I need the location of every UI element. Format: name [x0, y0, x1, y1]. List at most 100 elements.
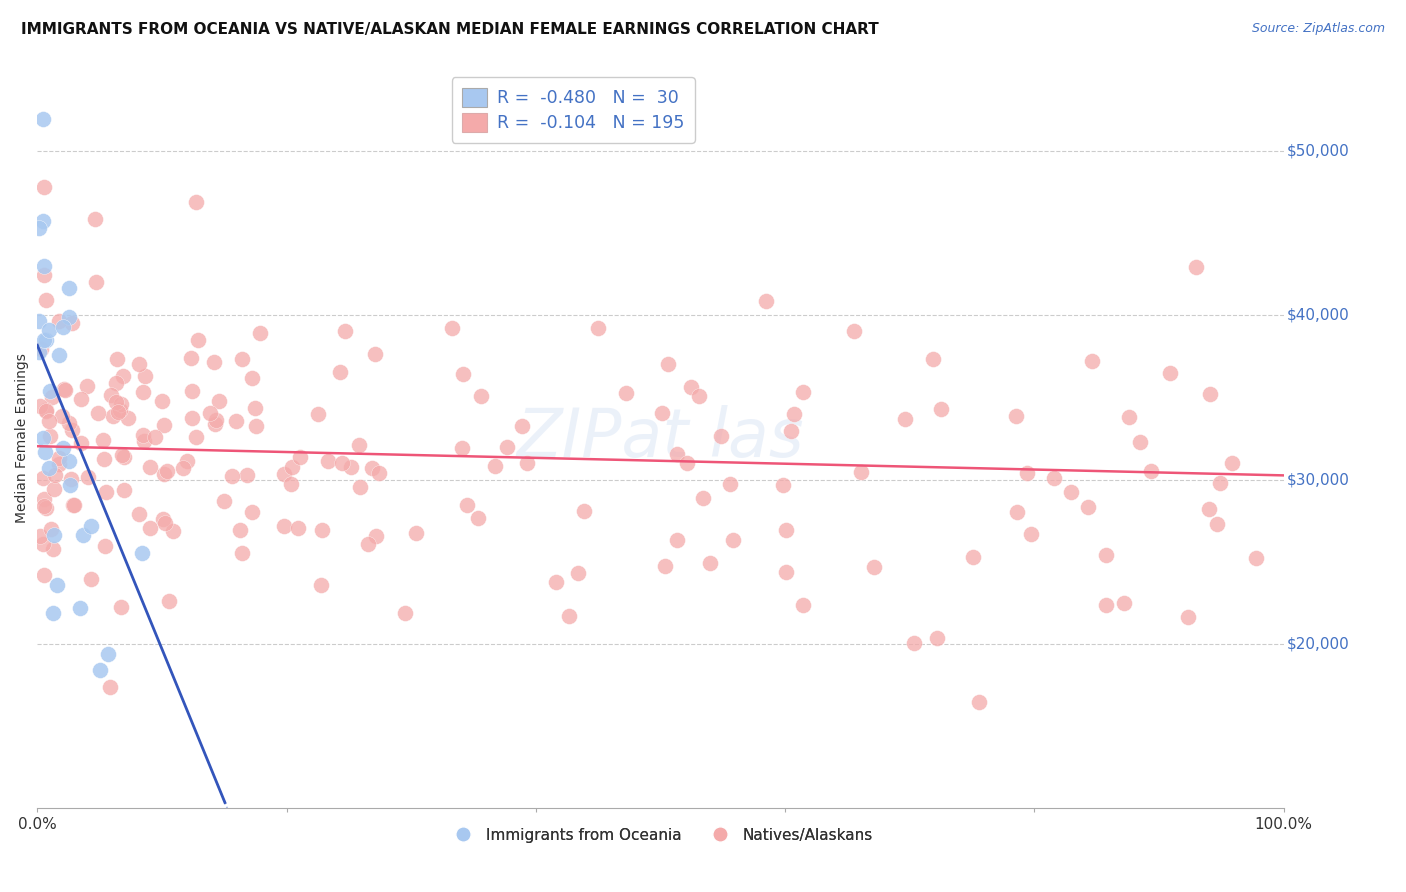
Point — [688, 389, 710, 403]
Point — [58, 310, 80, 324]
Point — [1060, 484, 1083, 499]
Point — [34, 179, 56, 194]
Point — [1114, 596, 1136, 610]
Point — [59, 472, 82, 486]
Point — [721, 533, 744, 548]
Point — [98, 681, 121, 695]
Point — [32, 268, 55, 283]
Point — [333, 324, 356, 338]
Point — [1077, 500, 1099, 514]
Point — [204, 417, 226, 431]
Point — [356, 537, 378, 551]
Point — [35, 403, 58, 417]
Point — [152, 467, 174, 482]
Point — [172, 460, 194, 475]
Point — [110, 397, 132, 411]
Point — [567, 566, 589, 581]
Point — [62, 499, 84, 513]
Point — [208, 394, 231, 409]
Point — [202, 355, 225, 369]
Point — [69, 601, 91, 615]
Point — [184, 430, 207, 444]
Point — [38, 461, 60, 475]
Point — [240, 506, 263, 520]
Point — [58, 281, 80, 295]
Point — [186, 333, 208, 347]
Point — [925, 631, 948, 645]
Point — [307, 407, 329, 421]
Point — [107, 405, 129, 419]
Point — [39, 522, 62, 536]
Point — [58, 417, 80, 431]
Point — [453, 367, 475, 381]
Point — [32, 499, 55, 513]
Point — [46, 578, 69, 592]
Point — [93, 451, 115, 466]
Point — [1199, 387, 1222, 401]
Point — [332, 456, 354, 470]
Point — [34, 333, 56, 347]
Point — [962, 549, 984, 564]
Point — [38, 323, 60, 337]
Point — [100, 388, 122, 402]
Point — [1118, 409, 1140, 424]
Point — [96, 647, 118, 661]
Point — [456, 498, 478, 512]
Point — [1129, 435, 1152, 450]
Point — [153, 516, 176, 530]
Point — [676, 456, 699, 470]
Point — [221, 469, 243, 483]
Point — [228, 523, 250, 537]
Point — [53, 382, 76, 396]
Point — [894, 411, 917, 425]
Point — [156, 464, 179, 478]
Point — [89, 663, 111, 677]
Point — [235, 467, 257, 482]
Point — [104, 376, 127, 390]
Point — [614, 385, 637, 400]
Point — [546, 575, 568, 590]
Legend: Immigrants from Oceania, Natives/Alaskans: Immigrants from Oceania, Natives/Alaskan… — [441, 822, 879, 849]
Point — [204, 413, 226, 427]
Point — [347, 438, 370, 452]
Point — [28, 345, 51, 359]
Point — [34, 260, 56, 274]
Point — [48, 314, 70, 328]
Point — [287, 521, 309, 535]
Point — [76, 470, 98, 484]
Point — [153, 417, 176, 432]
Point — [139, 459, 162, 474]
Point — [52, 441, 75, 455]
Point — [152, 512, 174, 526]
Point — [76, 379, 98, 393]
Point — [361, 460, 384, 475]
Point — [1185, 260, 1208, 275]
Point — [364, 529, 387, 543]
Point — [249, 326, 271, 340]
Point — [231, 546, 253, 560]
Point — [484, 458, 506, 473]
Point — [572, 504, 595, 518]
Point — [240, 371, 263, 385]
Point — [162, 524, 184, 538]
Point — [1198, 502, 1220, 516]
Text: IMMIGRANTS FROM OCEANIA VS NATIVE/ALASKAN MEDIAN FEMALE EARNINGS CORRELATION CHA: IMMIGRANTS FROM OCEANIA VS NATIVE/ALASKA… — [21, 22, 879, 37]
Point — [441, 321, 464, 335]
Point — [1017, 467, 1039, 481]
Point — [111, 369, 134, 384]
Point — [104, 394, 127, 409]
Point — [128, 357, 150, 371]
Point — [176, 454, 198, 468]
Point — [470, 389, 492, 403]
Point — [38, 429, 60, 443]
Point — [44, 467, 66, 482]
Point — [80, 519, 103, 533]
Point — [654, 558, 676, 573]
Point — [32, 491, 55, 506]
Point — [1244, 550, 1267, 565]
Point — [922, 352, 945, 367]
Point — [311, 523, 333, 537]
Point — [48, 348, 70, 362]
Point — [131, 427, 153, 442]
Point — [32, 536, 55, 550]
